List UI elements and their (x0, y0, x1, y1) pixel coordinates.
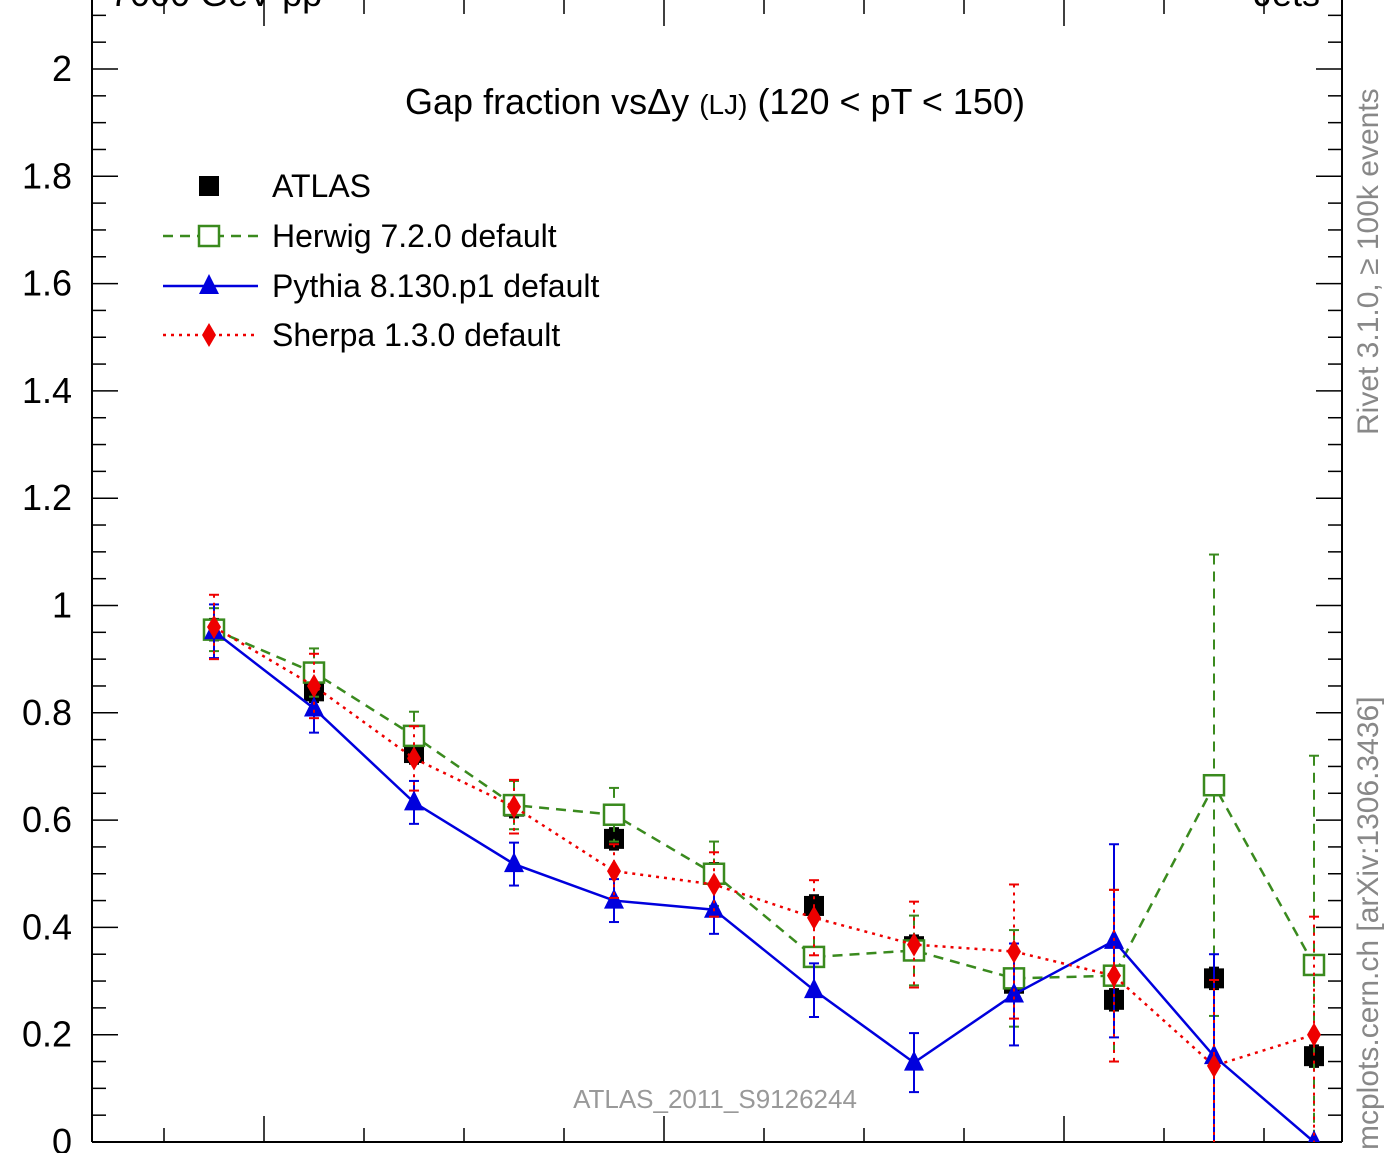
data-point (704, 897, 724, 918)
analysis-watermark: ATLAS_2011_S9126244 (573, 1084, 857, 1114)
axes: 0 0.2 0.4 0.6 0.8 1 1.2 1.4 1.6 1.8 2 (22, 0, 1343, 1153)
data-point (1207, 1053, 1221, 1078)
legend-marker (199, 176, 219, 196)
legend-marker (199, 274, 219, 294)
data-point (404, 790, 424, 811)
title-main: Gap fraction vsΔy (405, 81, 689, 122)
energy-label: 7000 GeV pp (110, 0, 322, 14)
y-tick-label: 0.2 (22, 1014, 72, 1055)
data-point (407, 746, 421, 771)
data-point (807, 905, 821, 930)
data-point (1004, 982, 1024, 1003)
data-point (1007, 939, 1021, 964)
y-tick-label: 0.6 (22, 799, 72, 840)
title-sub2: (120 < pT < 150) (757, 81, 1025, 122)
title-sub1: (LJ) (699, 89, 747, 120)
data-point (1308, 1130, 1320, 1142)
data-point (904, 1050, 924, 1071)
y-tick-label: 0.8 (22, 692, 72, 733)
data-point (804, 978, 824, 999)
data-point (707, 872, 721, 897)
y-tick-label: 1 (52, 585, 72, 626)
legend-label: Herwig 7.2.0 default (272, 218, 557, 254)
data-point (207, 614, 221, 639)
legend-label: ATLAS (272, 168, 371, 204)
data-point (907, 932, 921, 957)
legend-item: Pythia 8.130.p1 default (163, 268, 599, 304)
y-tick-label: 1.6 (22, 263, 72, 304)
legend-item: ATLAS (199, 168, 371, 204)
data-point (507, 794, 521, 819)
data-point (1202, 773, 1226, 797)
y-tick-label: 1.8 (22, 155, 72, 196)
process-label: Jets (1254, 0, 1320, 14)
data-point (602, 803, 626, 826)
legend-marker (202, 323, 216, 347)
data-point (307, 673, 321, 698)
legend: ATLAS Herwig 7.2.0 default Pythia 8.130.p1… (163, 168, 599, 353)
y-tick-label: 0.4 (22, 906, 72, 947)
y-tick-label: 1.2 (22, 477, 72, 518)
data-point (1107, 963, 1121, 988)
data-point (1304, 1046, 1324, 1067)
rivet-version-label: Rivet 3.1.0, ≥ 100k events (1352, 88, 1385, 435)
y-tick-label: 1.4 (22, 370, 72, 411)
legend-label: Pythia 8.130.p1 default (272, 268, 599, 304)
data-point (607, 859, 621, 884)
series-line (213, 628, 1316, 980)
data-point (304, 696, 324, 717)
series-sherpa (207, 593, 1321, 1142)
series-line (213, 630, 1315, 1142)
legend-item: Herwig 7.2.0 default (163, 218, 557, 254)
legend-marker (197, 224, 221, 248)
mcplots-source-label: mcplots.cern.ch [arXiv:1306.3436] (1352, 696, 1385, 1150)
y-tick-label: 0 (52, 1121, 72, 1153)
data-point (1307, 1022, 1321, 1047)
chart-title: Gap fraction vsΔy (LJ) (120 < pT < 150) (405, 81, 1025, 122)
legend-item: Sherpa 1.3.0 default (163, 317, 560, 353)
legend-label: Sherpa 1.3.0 default (272, 317, 560, 353)
data-point (504, 852, 524, 873)
y-tick-label: 2 (52, 48, 72, 89)
series-layer (202, 553, 1326, 1142)
